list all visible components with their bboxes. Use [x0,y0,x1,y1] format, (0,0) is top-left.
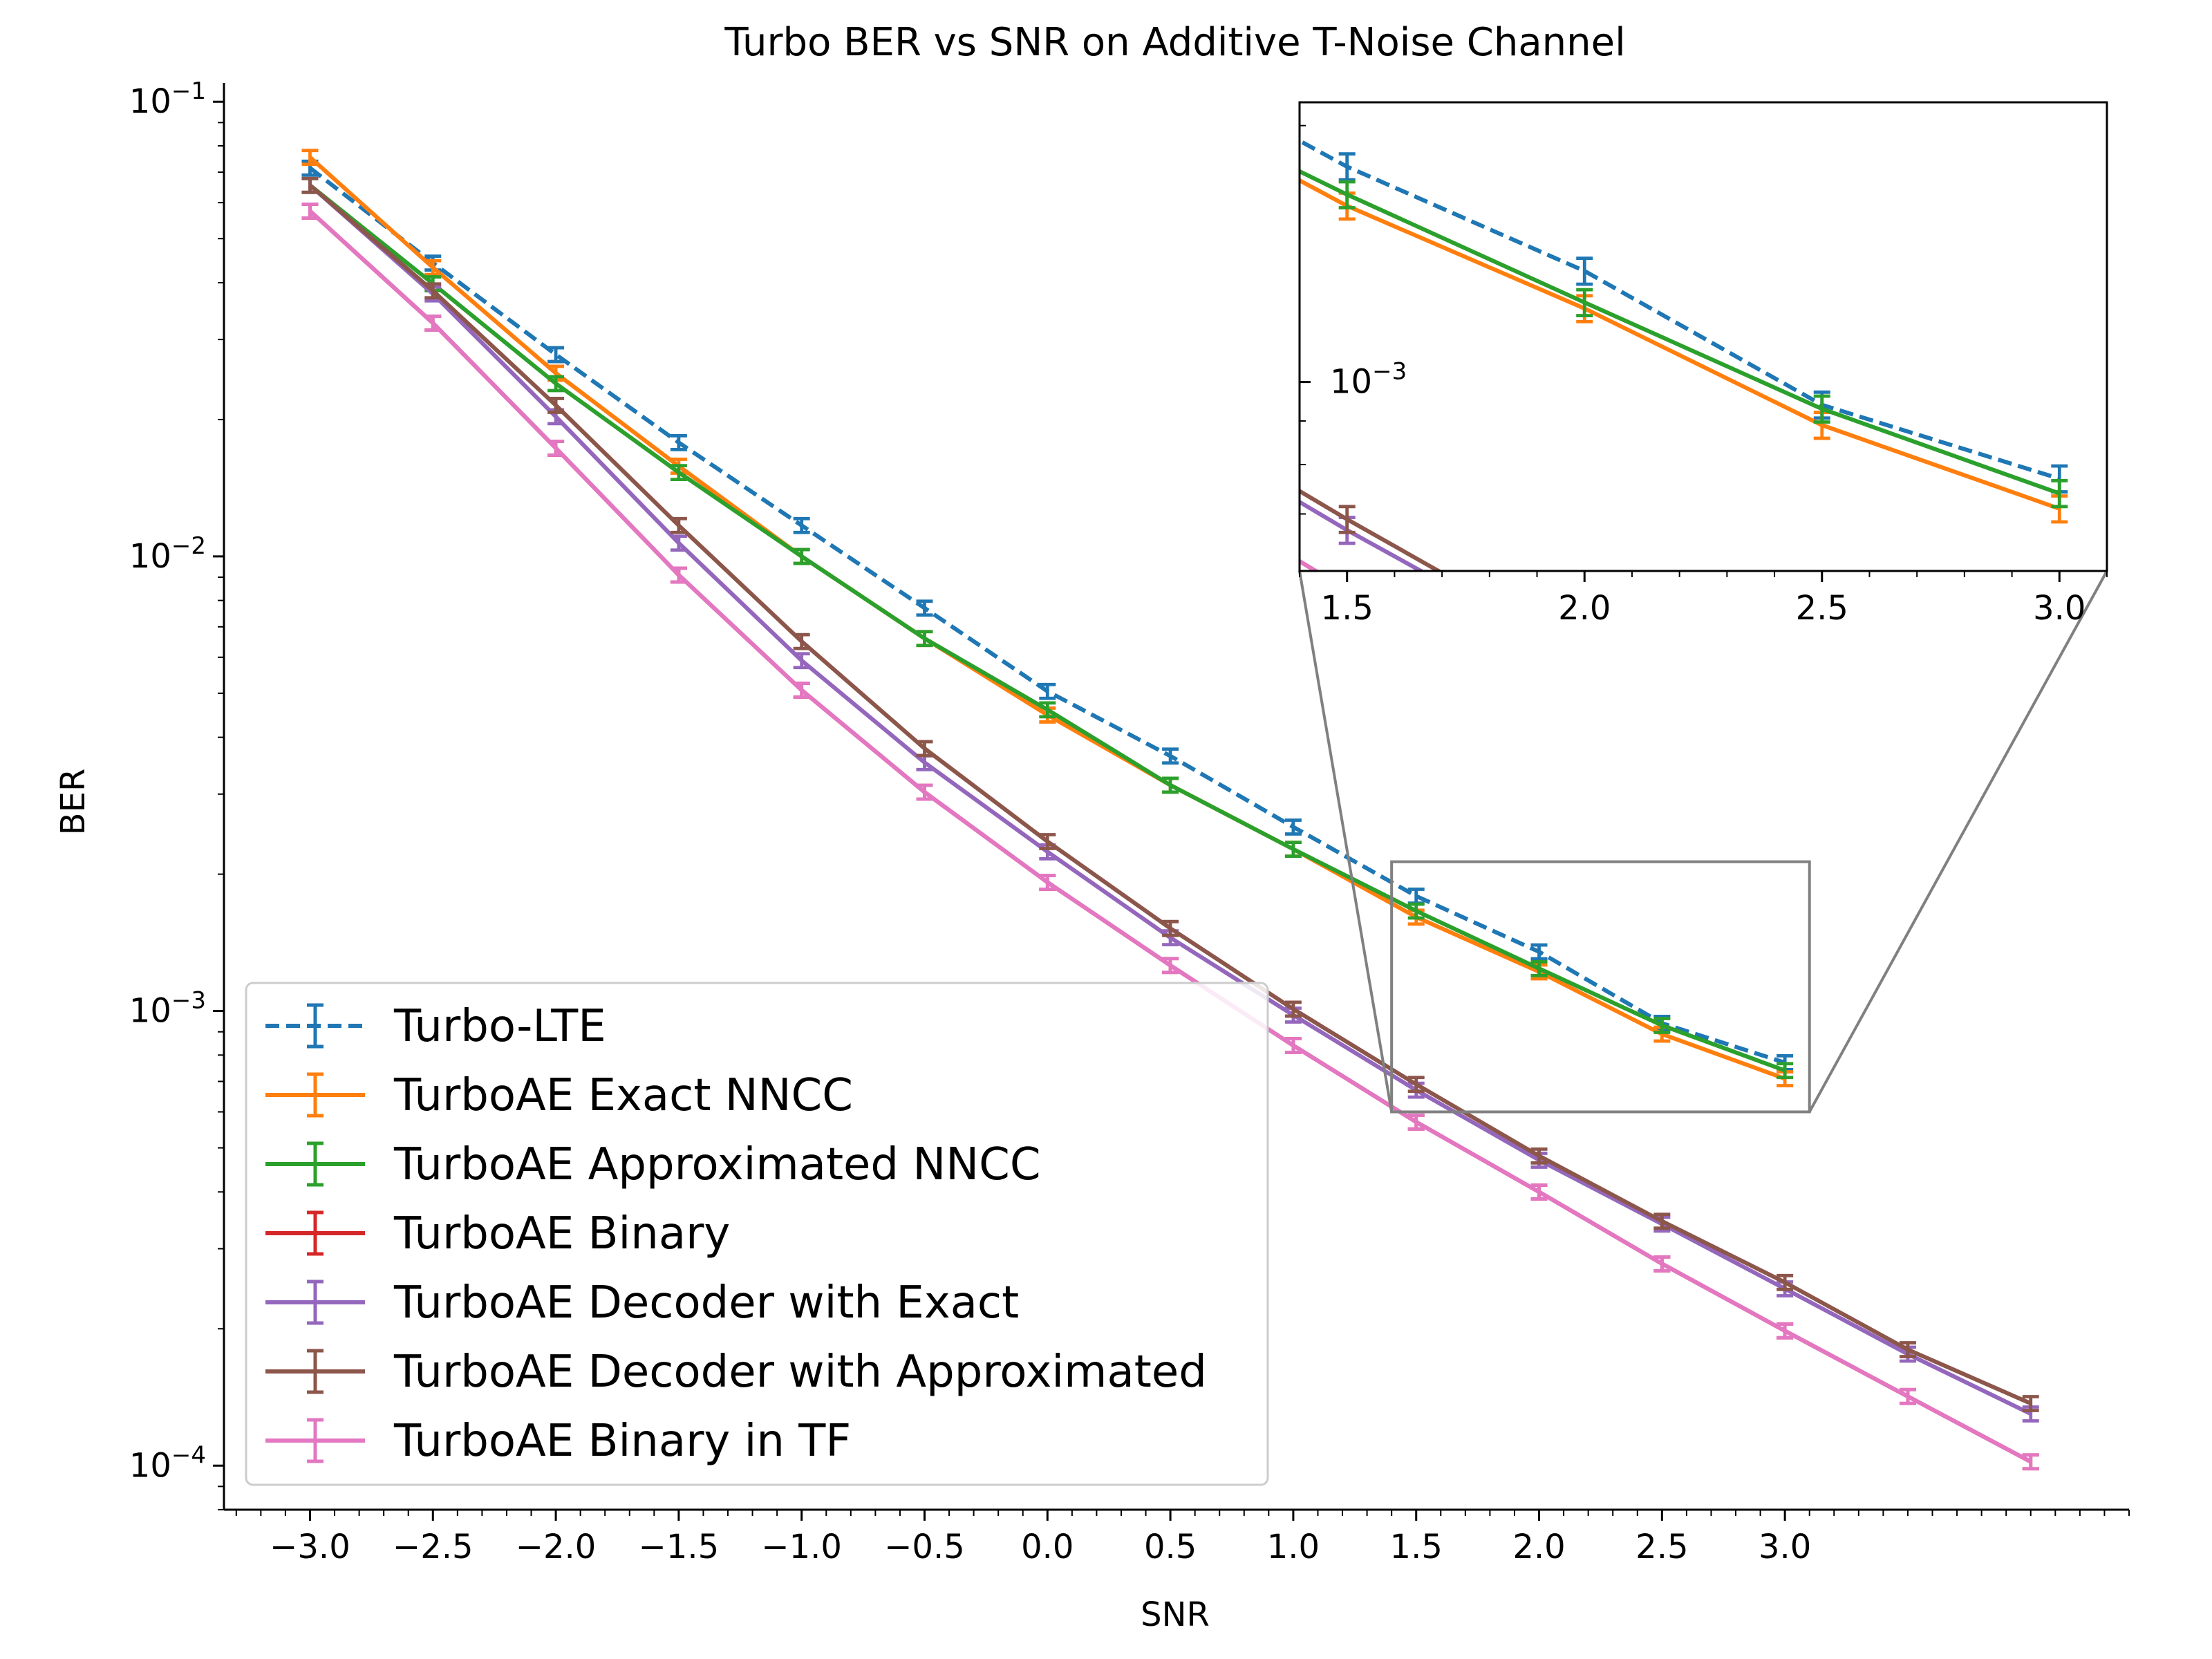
x-tick-label: −1.5 [639,1528,720,1566]
x-tick-label: 3.0 [1759,1528,1811,1566]
series-turboae-approximated-nncc [301,176,1794,1080]
zoom-indicator [1298,570,2108,1114]
inset-frame [1298,101,2108,572]
y-tick-label: 10−4 [129,1441,206,1485]
legend-label: TurboAE Decoder with Approximated [393,1347,1207,1398]
legend-item-turboae-approximated-nncc: TurboAE Approximated NNCC [265,1139,1041,1190]
legend-label: TurboAE Binary [393,1208,730,1259]
main-axes: −3.0 −2.5 −2.0 −1.5 −1.0 −0.5 0.0 0.5 1.0 1.5 2.0 2… [129,77,2130,1566]
x-tick-label: 0.0 [1021,1528,1074,1566]
x-tick-label: 1.0 [1267,1528,1320,1566]
inset-y-tick-label: 10−3 [1330,358,1407,402]
main-plot-area [301,149,2039,1471]
inset-x-tick-label: 2.5 [1796,589,1848,628]
x-tick-label: −0.5 [884,1528,965,1566]
legend: Turbo-LTE TurboAE Exact NNCC TurboAE Appro… [245,982,1269,1486]
x-axis-label: SNR [1141,1595,1210,1634]
legend-label: TurboAE Approximated NNCC [393,1139,1041,1190]
y-tick-label: 10−1 [129,77,206,121]
legend-item-turbo-lte: Turbo-LTE [265,1001,606,1052]
zoom-connector-right [1808,570,2108,1113]
x-tick-label: 2.5 [1635,1528,1688,1566]
legend-item-turboae-decoder-with-approximated: TurboAE Decoder with Approximated [265,1347,1207,1398]
inset-x-tick-label: 2.0 [1558,589,1611,628]
inset-plot-area [1300,138,2068,571]
y-tick-label: 10−3 [129,987,206,1031]
inset-x-tick-label: 3.0 [2033,589,2086,628]
y-tick-label: 10−2 [129,532,206,576]
series-turboae-binary-in-tf [301,203,2039,1471]
legend-item-turboae-binary: TurboAE Binary [265,1208,730,1259]
legend-item-turboae-exact-nncc: TurboAE Exact NNCC [265,1070,853,1121]
zoom-connector-left [1298,570,1394,1112]
series-turboae-approximated-nncc [1300,169,2068,509]
x-tick-label: −2.0 [516,1528,597,1566]
x-tick-label: −1.0 [761,1528,842,1566]
series-turboae-decoder-with-approximated [301,176,2039,1412]
legend-box [245,982,1269,1486]
x-tick-label: −2.5 [393,1528,474,1566]
inset-zoom: 1.5 2.0 2.5 3.0 10−3 [1298,101,2108,628]
x-tick-label: 1.5 [1390,1528,1443,1566]
x-tick-label: −3.0 [270,1528,350,1566]
legend-label: Turbo-LTE [393,1001,606,1052]
legend-label: TurboAE Binary in TF [393,1416,851,1467]
zoom-region-box [1390,860,1811,1114]
legend-item-turboae-binary-in-tf: TurboAE Binary in TF [265,1416,851,1467]
inset-x-tick-label: 1.5 [1321,589,1374,628]
legend-item-turboae-decoder-with-exact: TurboAE Decoder with Exact [265,1277,1019,1329]
x-tick-label: 0.5 [1144,1528,1197,1566]
x-tick-label: 2.0 [1512,1528,1565,1566]
legend-label: TurboAE Decoder with Exact [393,1277,1019,1329]
y-axis-label: BER [54,769,93,836]
legend-label: TurboAE Exact NNCC [393,1070,853,1121]
chart-title: Turbo BER vs SNR on Additive T-Noise Cha… [724,20,1625,65]
series-turboae-decoder-with-approximated [1300,488,1443,571]
